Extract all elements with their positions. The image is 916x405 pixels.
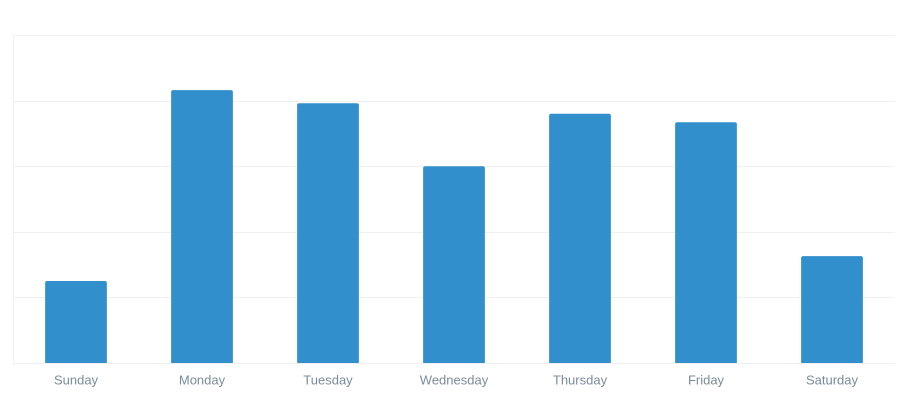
bar xyxy=(297,103,359,363)
x-tick-label: Saturday xyxy=(806,372,859,387)
bar xyxy=(801,256,863,363)
bar xyxy=(423,166,485,363)
bar xyxy=(171,90,233,363)
x-tick-label: Thursday xyxy=(553,372,608,387)
bar xyxy=(549,113,611,363)
x-tick-label: Monday xyxy=(179,372,226,387)
bar xyxy=(45,281,107,363)
x-tick-label: Tuesday xyxy=(303,372,353,387)
x-tick-label: Wednesday xyxy=(420,372,489,387)
x-tick-label: Sunday xyxy=(54,372,99,387)
bar xyxy=(675,122,737,363)
x-tick-label: Friday xyxy=(688,372,725,387)
